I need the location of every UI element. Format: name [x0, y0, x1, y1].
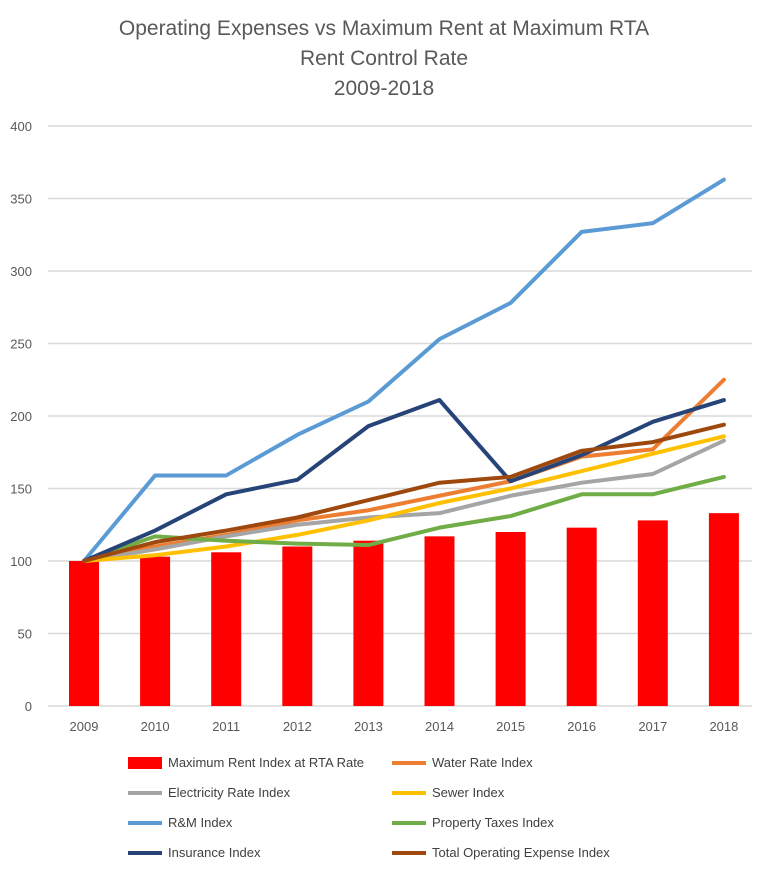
bar — [708, 513, 739, 706]
bar — [140, 556, 171, 706]
series-line — [82, 474, 726, 563]
legend-item: Maximum Rent Index at RTA Rate — [128, 755, 364, 770]
x-tick-label: 2010 — [141, 719, 170, 734]
legend-item: Insurance Index — [128, 845, 261, 860]
x-tick-label: 2009 — [70, 719, 99, 734]
bar — [566, 527, 597, 706]
series-line — [82, 422, 726, 563]
legend-swatch — [392, 760, 426, 765]
y-tick-label: 200 — [10, 409, 32, 424]
series-line — [82, 398, 726, 563]
x-tick-label: 2018 — [709, 719, 738, 734]
legend-swatch — [392, 850, 426, 855]
chart-title-line-3: 2009-2018 — [333, 77, 435, 100]
legend-label: R&M Index — [168, 815, 233, 830]
legend-label: Property Taxes Index — [432, 815, 554, 830]
chart-title: Operating Expenses vs Maximum Rent at Ma… — [0, 14, 768, 104]
legend-item: Property Taxes Index — [392, 815, 554, 830]
legend-item: Electricity Rate Index — [128, 785, 290, 800]
legend-swatch — [392, 820, 426, 825]
series-line — [82, 177, 726, 563]
x-tick-label: 2012 — [283, 719, 312, 734]
bar — [353, 540, 384, 706]
legend-swatch — [392, 790, 426, 795]
y-tick-label: 100 — [10, 554, 32, 569]
legend-label: Electricity Rate Index — [168, 785, 291, 800]
legend-item: Sewer Index — [392, 785, 504, 800]
legend-swatch — [128, 790, 162, 795]
x-tick-label: 2014 — [425, 719, 454, 734]
bar — [424, 536, 455, 706]
x-tick-label: 2017 — [638, 719, 667, 734]
series-line — [82, 377, 726, 563]
legend-label: Sewer Index — [432, 785, 505, 800]
legend-label: Insurance Index — [168, 845, 261, 860]
legend-swatch — [128, 756, 162, 769]
legend-item: R&M Index — [128, 815, 232, 830]
y-tick-label: 350 — [10, 192, 32, 207]
series-line — [82, 434, 726, 563]
x-tick-label: 2011 — [212, 719, 240, 734]
x-tick-label: 2015 — [496, 719, 525, 734]
chart-title-line-1: Operating Expenses vs Maximum Rent at Ma… — [118, 17, 650, 40]
legend-label: Water Rate Index — [432, 755, 533, 770]
y-tick-label: 50 — [18, 627, 32, 642]
y-tick-label: 0 — [25, 699, 32, 714]
chart-title-line-2: Rent Control Rate — [299, 47, 469, 70]
x-tick-label: 2013 — [354, 719, 383, 734]
legend-item: Total Operating Expense Index — [392, 845, 610, 860]
x-tick-label: 2016 — [567, 719, 596, 734]
bar — [637, 520, 668, 706]
bar — [282, 546, 313, 706]
bar — [69, 561, 99, 706]
y-tick-label: 250 — [10, 337, 32, 352]
y-tick-label: 300 — [10, 264, 32, 279]
y-tick-label: 150 — [10, 482, 32, 497]
bar — [211, 552, 242, 706]
legend-label: Maximum Rent Index at RTA Rate — [168, 755, 365, 770]
legend-swatch — [128, 820, 162, 825]
legend-label: Total Operating Expense Index — [432, 845, 610, 860]
legend-swatch — [128, 850, 162, 855]
y-tick-label: 400 — [10, 119, 32, 134]
series-line — [82, 438, 726, 563]
legend-item: Water Rate Index — [392, 755, 533, 770]
bar — [495, 532, 526, 706]
